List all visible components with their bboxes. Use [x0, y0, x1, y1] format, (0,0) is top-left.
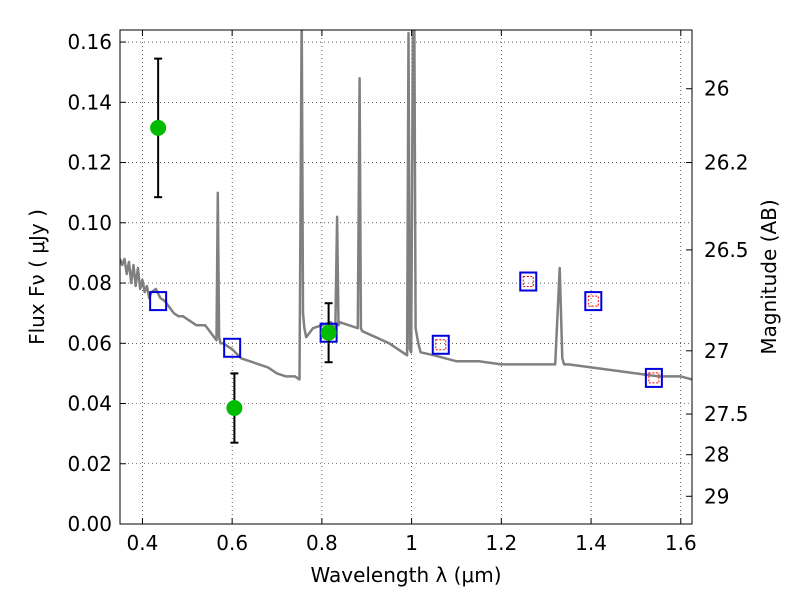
y-axis-label: Flux Fν ( μJy ): [25, 209, 49, 345]
model-inner-point: [587, 295, 599, 307]
points-layer: [149, 57, 663, 444]
model-point: [223, 337, 242, 358]
x-tick-label: 1: [405, 531, 418, 555]
y-tick-label: 0.04: [67, 392, 112, 416]
y2-tick-label: 27.5: [704, 402, 749, 426]
model-inner-point: [522, 276, 534, 288]
y2-axis-label: Magnitude (AB): [757, 199, 781, 354]
y-tick-label: 0.06: [67, 331, 112, 355]
x-tick-label: 1.4: [575, 531, 607, 555]
y2-tick-label: 26.5: [704, 238, 749, 262]
y2-tick-label: 28: [704, 443, 729, 467]
y-tick-label: 0.02: [67, 452, 112, 476]
observed-point: [226, 400, 243, 417]
y-tick-label: 0.12: [67, 151, 112, 175]
y-tick-label: 0.10: [67, 211, 112, 235]
y-tick-label: 0.00: [67, 512, 112, 536]
model-inner-point: [435, 339, 447, 351]
spectrum-line: [120, 30, 692, 381]
model-inner-point: [648, 372, 660, 384]
x-tick-label: 1.6: [665, 531, 697, 555]
spectrum-layer: [120, 30, 692, 381]
observed-point: [150, 119, 167, 136]
y-tick-label: 0.16: [67, 30, 112, 54]
y-tick-label: 0.08: [67, 271, 112, 295]
model-point: [584, 291, 603, 312]
x-tick-label: 0.8: [306, 531, 338, 555]
plot-frame: [119, 29, 693, 525]
ticks: 0.4 0.6 0.8 1 1.2 1.4 1.6 0.00 0.02 0.04 0.06 0.08 0…: [67, 30, 749, 555]
x-axis-label: Wavelength λ (μm): [310, 563, 501, 587]
plot-area: [120, 30, 692, 524]
model-point: [644, 367, 663, 388]
x-tick-label: 0.6: [216, 531, 248, 555]
observed-point: [320, 324, 337, 341]
y2-tick-label: 26: [704, 77, 729, 101]
model-point: [149, 291, 168, 312]
model-point: [519, 271, 538, 292]
x-tick-label: 1.2: [485, 531, 517, 555]
x-tick-label: 0.4: [127, 531, 159, 555]
y2-tick-label: 29: [704, 484, 729, 508]
model-point: [431, 334, 450, 355]
y2-tick-label: 27: [704, 339, 729, 363]
y2-tick-label: 26.2: [704, 151, 749, 175]
y-tick-label: 0.14: [67, 90, 112, 114]
